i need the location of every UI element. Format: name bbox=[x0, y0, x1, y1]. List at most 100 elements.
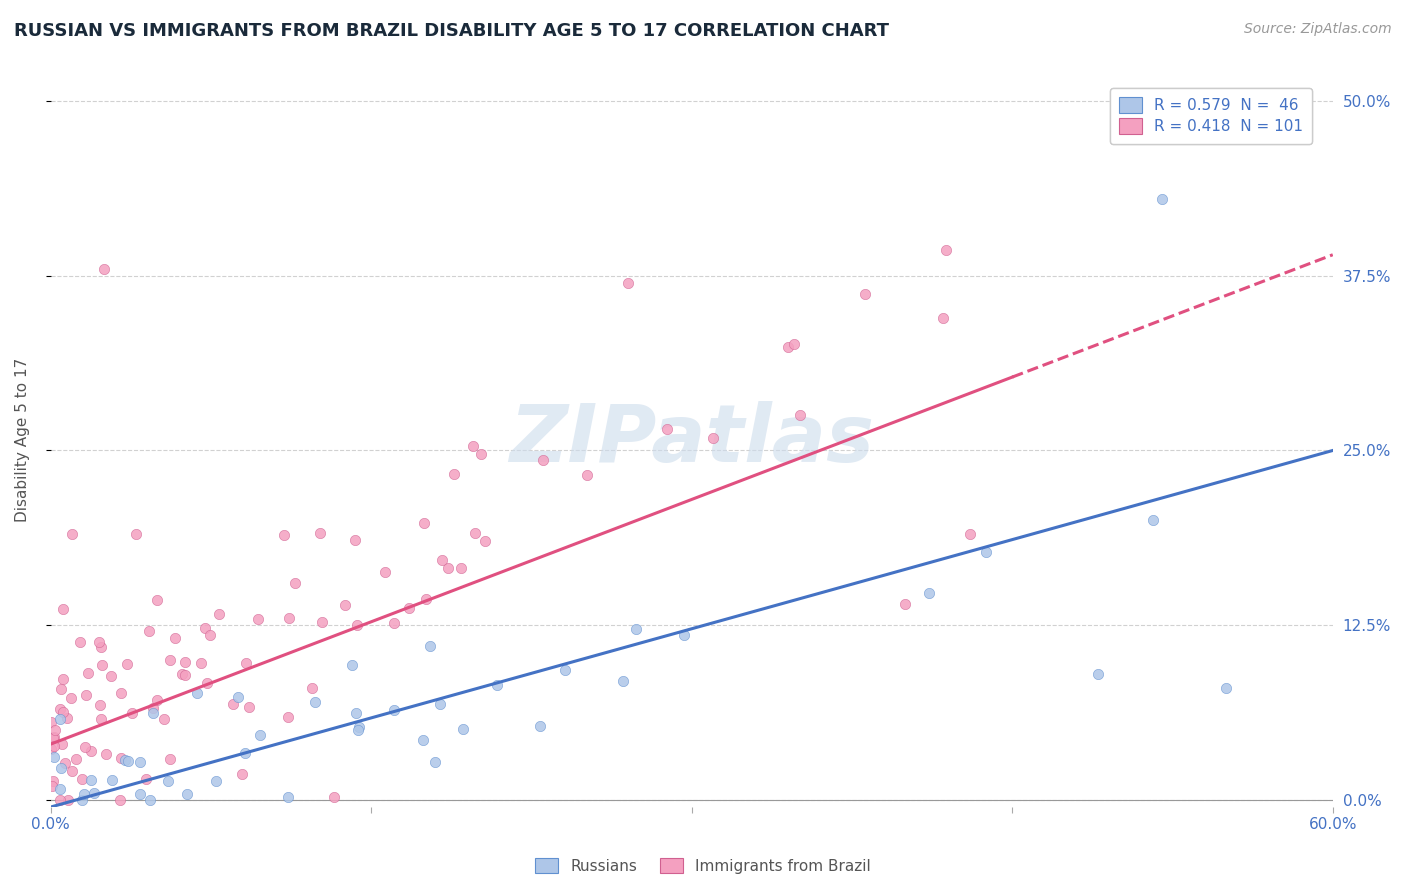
Point bbox=[204, 774, 226, 789]
Text: ZIPatlas: ZIPatlas bbox=[509, 401, 875, 479]
Point bbox=[56, 711, 79, 725]
Point bbox=[554, 663, 576, 677]
Point bbox=[344, 706, 367, 720]
Point bbox=[194, 621, 217, 635]
Point bbox=[190, 656, 212, 670]
Point bbox=[894, 597, 917, 611]
Point bbox=[853, 286, 876, 301]
Point bbox=[235, 656, 257, 670]
Point bbox=[94, 747, 117, 761]
Point bbox=[233, 747, 256, 761]
Point bbox=[340, 658, 363, 673]
Point bbox=[277, 710, 299, 724]
Point bbox=[56, 793, 79, 807]
Point bbox=[1142, 513, 1164, 527]
Point bbox=[412, 516, 434, 530]
Text: RUSSIAN VS IMMIGRANTS FROM BRAZIL DISABILITY AGE 5 TO 17 CORRELATION CHART: RUSSIAN VS IMMIGRANTS FROM BRAZIL DISABI… bbox=[14, 22, 889, 40]
Point bbox=[278, 610, 301, 624]
Point bbox=[247, 611, 270, 625]
Point bbox=[419, 640, 441, 654]
Point bbox=[145, 693, 167, 707]
Point bbox=[470, 447, 492, 461]
Point bbox=[52, 673, 75, 687]
Point bbox=[75, 688, 97, 702]
Point bbox=[159, 752, 181, 766]
Point bbox=[42, 774, 65, 789]
Point bbox=[195, 676, 218, 690]
Point bbox=[222, 698, 245, 712]
Point bbox=[344, 533, 367, 547]
Point bbox=[463, 439, 485, 453]
Point bbox=[159, 653, 181, 667]
Point bbox=[77, 666, 100, 681]
Point bbox=[49, 712, 72, 726]
Point bbox=[474, 534, 496, 549]
Point bbox=[80, 772, 103, 787]
Point bbox=[100, 669, 122, 683]
Point bbox=[70, 772, 93, 786]
Point bbox=[451, 723, 474, 737]
Point bbox=[412, 732, 434, 747]
Point bbox=[486, 678, 509, 692]
Point bbox=[173, 668, 195, 682]
Point bbox=[612, 673, 634, 688]
Point bbox=[174, 656, 197, 670]
Point bbox=[91, 657, 114, 672]
Point bbox=[51, 682, 73, 697]
Point bbox=[308, 525, 330, 540]
Point bbox=[932, 311, 955, 326]
Point bbox=[249, 728, 271, 742]
Point bbox=[60, 764, 83, 778]
Point bbox=[323, 790, 346, 805]
Point bbox=[110, 686, 132, 700]
Point bbox=[382, 616, 405, 631]
Point bbox=[41, 715, 63, 730]
Point bbox=[60, 527, 83, 541]
Point bbox=[301, 681, 323, 695]
Point bbox=[783, 337, 806, 351]
Y-axis label: Disability Age 5 to 17: Disability Age 5 to 17 bbox=[15, 358, 30, 522]
Point bbox=[172, 667, 194, 681]
Point bbox=[789, 409, 811, 423]
Point bbox=[83, 786, 105, 800]
Point bbox=[702, 432, 724, 446]
Point bbox=[429, 697, 451, 711]
Point bbox=[49, 761, 72, 775]
Point bbox=[347, 723, 370, 737]
Point bbox=[959, 527, 981, 541]
Legend: Russians, Immigrants from Brazil: Russians, Immigrants from Brazil bbox=[529, 852, 877, 880]
Point bbox=[108, 793, 131, 807]
Point bbox=[464, 525, 486, 540]
Point bbox=[101, 772, 124, 787]
Point bbox=[311, 615, 333, 630]
Point bbox=[121, 706, 143, 720]
Point bbox=[90, 712, 112, 726]
Point bbox=[776, 340, 799, 354]
Point bbox=[129, 756, 152, 770]
Point bbox=[90, 640, 112, 654]
Point bbox=[304, 695, 326, 709]
Point bbox=[80, 744, 103, 758]
Point bbox=[142, 700, 165, 714]
Point bbox=[42, 731, 65, 745]
Point bbox=[44, 730, 66, 744]
Point bbox=[208, 607, 231, 621]
Point bbox=[655, 422, 678, 436]
Point bbox=[374, 565, 396, 579]
Point bbox=[186, 686, 208, 700]
Point bbox=[575, 467, 598, 482]
Point bbox=[437, 561, 460, 575]
Point bbox=[430, 553, 453, 567]
Point bbox=[114, 753, 136, 767]
Text: Source: ZipAtlas.com: Source: ZipAtlas.com bbox=[1244, 22, 1392, 37]
Point bbox=[425, 755, 447, 769]
Point bbox=[238, 700, 260, 714]
Point bbox=[139, 793, 162, 807]
Point bbox=[52, 705, 75, 719]
Point bbox=[529, 719, 551, 733]
Point bbox=[48, 781, 70, 796]
Point bbox=[226, 690, 249, 704]
Point bbox=[273, 528, 295, 542]
Point bbox=[39, 742, 62, 756]
Legend: R = 0.579  N =  46, R = 0.418  N = 101: R = 0.579 N = 46, R = 0.418 N = 101 bbox=[1109, 88, 1312, 144]
